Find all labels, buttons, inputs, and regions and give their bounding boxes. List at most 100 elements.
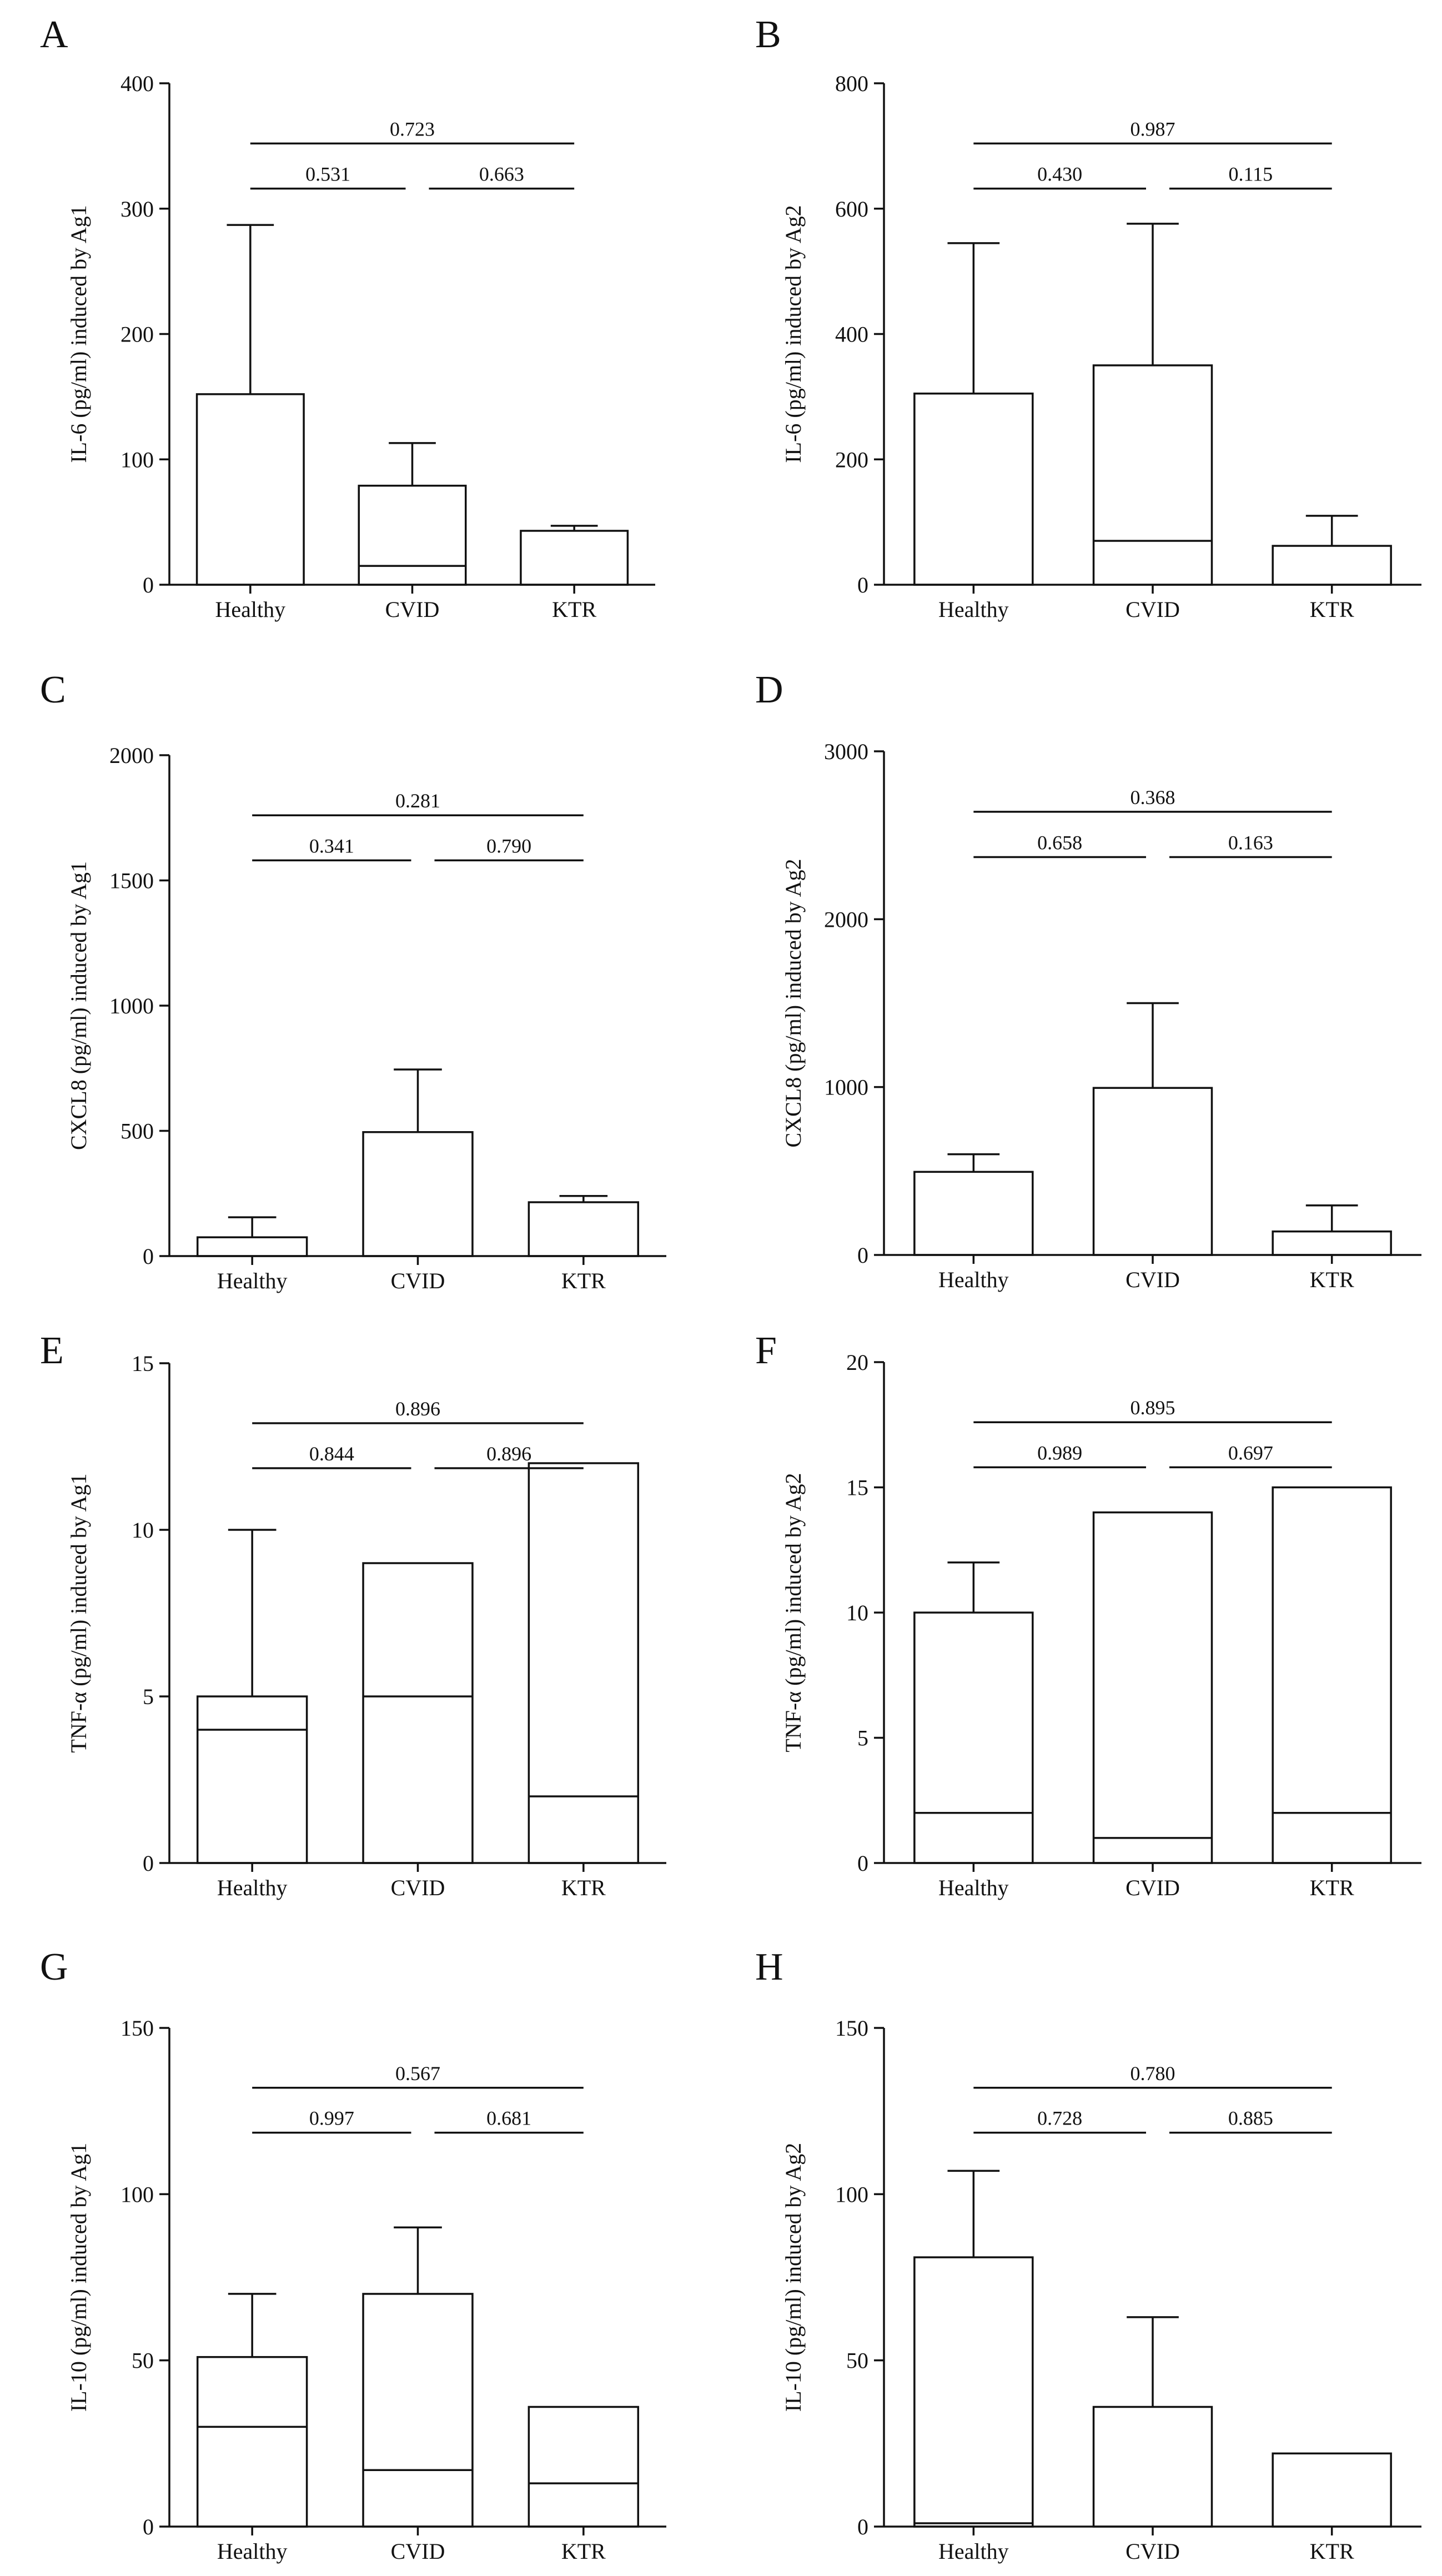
y-tick-label: 0 (857, 2514, 868, 2539)
x-tick-label: CVID (1126, 1267, 1180, 1292)
y-tick-label: 0 (857, 573, 868, 597)
p-value-label: 0.281 (395, 790, 440, 812)
chart-panel-g: G 0 50 100 150 IL-10 (pg/ml) induced by Ag1 He… (40, 1946, 666, 2564)
x-tick-label: CVID (1126, 1875, 1180, 1900)
p-value-label: 0.728 (1037, 2107, 1082, 2130)
x-tick-label: KTR (561, 2539, 606, 2564)
y-tick-label: 0 (857, 1243, 868, 1268)
chart-panel-h: H 0 50 100 150 IL-10 (pg/ml) induced by Ag2 He… (755, 1946, 1421, 2564)
y-tick-label: 800 (835, 71, 868, 96)
y-tick-label: 50 (132, 2348, 154, 2373)
box-healthy (913, 1171, 1034, 1256)
y-tick-label: 20 (846, 1350, 868, 1375)
y-tick-label: 3000 (824, 739, 868, 764)
box-healthy (196, 1236, 308, 1257)
y-tick-label: 15 (846, 1475, 868, 1500)
p-value-label: 0.780 (1131, 2062, 1175, 2085)
box-cvid (1092, 364, 1213, 586)
y-tick-label: 2000 (109, 743, 154, 768)
y-tick-label: 0 (857, 1851, 868, 1876)
x-tick-label: KTR (1310, 597, 1354, 622)
y-axis-title: IL-6 (pg/ml) induced by Ag1 (66, 205, 91, 463)
chart-panel-d: D 0 1000 2000 3000 CXCL8 (pg/ml) induced by A… (755, 669, 1421, 1292)
panel-letter: D (755, 669, 783, 711)
y-tick-label: 0 (143, 573, 154, 597)
x-tick-label: KTR (1310, 1875, 1354, 1900)
box-healthy (196, 2356, 308, 2528)
panel-letter: A (40, 13, 68, 56)
y-tick-label: 1000 (109, 993, 154, 1018)
box-ktr (520, 530, 629, 586)
box-cvid (358, 484, 467, 586)
p-value-label: 0.341 (309, 835, 354, 857)
y-tick-label: 200 (835, 447, 868, 472)
y-axis-title: IL-10 (pg/ml) induced by Ag2 (781, 2143, 806, 2412)
x-tick-label: Healthy (938, 1267, 1009, 1292)
chart-panel-a: A 0 100 200 300 400 IL-6 (pg/ml) induced by Ag… (40, 13, 655, 622)
p-value-label: 0.681 (486, 2107, 531, 2130)
y-tick-label: 15 (132, 1351, 154, 1376)
x-tick-label: Healthy (217, 1268, 288, 1293)
p-value-label: 0.987 (1131, 118, 1175, 140)
x-tick-label: KTR (552, 597, 596, 622)
p-value-label: 0.531 (305, 163, 350, 185)
y-tick-label: 400 (120, 71, 154, 96)
p-value-label: 0.997 (309, 2107, 354, 2130)
x-tick-label: CVID (385, 597, 440, 622)
box-cvid (1092, 1511, 1213, 1864)
y-axis-title: TNF-α (pg/ml) induced by Ag2 (781, 1473, 806, 1752)
p-value-label: 0.895 (1131, 1397, 1175, 1419)
p-value-label: 0.896 (395, 1398, 440, 1420)
box-ktr (1272, 1230, 1392, 1256)
box-healthy (913, 1611, 1034, 1864)
y-tick-label: 100 (835, 2182, 868, 2207)
y-axis-title: CXCL8 (pg/ml) induced by Ag1 (66, 861, 91, 1150)
chart-panel-b: B 0 200 400 600 800 IL-6 (pg/ml) induced by Ag… (755, 13, 1421, 622)
box-cvid (362, 1562, 474, 1864)
p-value-label: 0.844 (309, 1443, 354, 1465)
x-tick-label: CVID (391, 1875, 445, 1900)
y-axis-title: IL-6 (pg/ml) induced by Ag2 (781, 205, 806, 463)
panel-letter: H (755, 1946, 783, 1989)
y-tick-label: 600 (835, 197, 868, 222)
p-value-label: 0.163 (1228, 831, 1273, 853)
panel-letter: G (40, 1946, 68, 1989)
y-tick-label: 100 (120, 2182, 154, 2207)
y-tick-label: 150 (120, 2016, 154, 2041)
box-healthy (195, 393, 305, 586)
p-value-label: 0.368 (1131, 786, 1175, 809)
x-tick-label: CVID (391, 2539, 445, 2564)
p-value-label: 0.896 (486, 1443, 531, 1465)
x-tick-label: Healthy (938, 597, 1009, 622)
y-axis-title: CXCL8 (pg/ml) induced by Ag2 (781, 859, 806, 1148)
box-cvid (362, 1131, 474, 1257)
box-healthy (913, 2256, 1034, 2528)
p-value-label: 0.567 (395, 2062, 440, 2085)
p-value-label: 0.658 (1037, 831, 1082, 853)
box-ktr (527, 2406, 640, 2528)
p-value-label: 0.115 (1228, 163, 1273, 185)
panel-letter: F (755, 1329, 777, 1372)
y-tick-label: 0 (143, 1851, 154, 1876)
box-healthy (196, 1695, 308, 1864)
box-cvid (1092, 1087, 1213, 1256)
box-ktr (1272, 2452, 1392, 2528)
x-tick-label: KTR (561, 1268, 606, 1293)
p-value-label: 0.723 (390, 118, 435, 140)
x-tick-label: KTR (1310, 1267, 1354, 1292)
y-tick-label: 2000 (824, 907, 868, 932)
y-tick-label: 5 (857, 1726, 868, 1751)
box-ktr (527, 1201, 640, 1257)
chart-panel-f: F 0 5 10 15 20 TNF-α (pg/ml) induced by Ag2 Hea… (755, 1329, 1421, 1900)
x-tick-label: Healthy (217, 1875, 288, 1900)
p-value-label: 0.885 (1228, 2107, 1273, 2130)
y-axis-title: IL-10 (pg/ml) induced by Ag1 (66, 2143, 91, 2412)
x-tick-label: KTR (1310, 2539, 1354, 2564)
box-ktr (1272, 1486, 1392, 1864)
x-tick-label: CVID (1126, 597, 1180, 622)
panel-letter: E (40, 1329, 64, 1372)
y-tick-label: 300 (120, 197, 154, 222)
y-tick-label: 1500 (109, 868, 154, 893)
y-tick-label: 200 (120, 322, 154, 347)
